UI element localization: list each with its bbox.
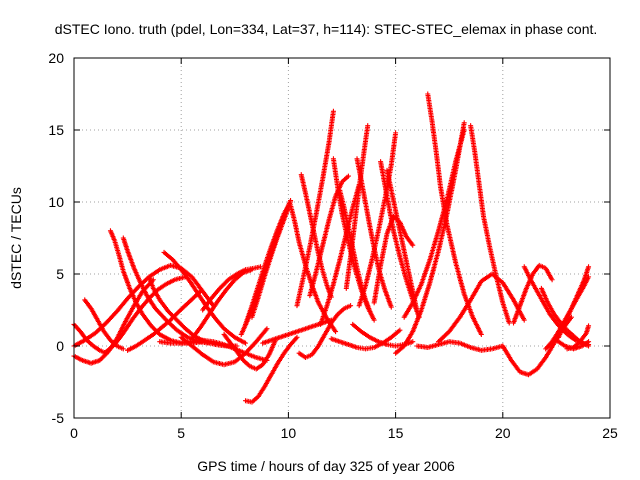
arc-series-20	[260, 317, 334, 346]
data-point-trail	[249, 206, 291, 319]
data-point-trail	[179, 327, 269, 367]
arc-series-11	[178, 326, 270, 368]
x-tick-label: 10	[281, 425, 297, 441]
data-point-trail	[294, 110, 336, 307]
data-point-trail	[556, 265, 591, 339]
arc-series-47	[556, 264, 592, 340]
chart-title: dSTEC Iono. truth (pdel, Lon=334, Lat=37…	[55, 21, 598, 37]
y-tick-labels: -5 0 5 10 15 20	[48, 50, 64, 426]
arc-series-0	[71, 321, 109, 356]
arc-series-19	[288, 202, 339, 335]
x-tick-label: 25	[602, 425, 618, 441]
x-tick-label: 0	[70, 425, 78, 441]
plot-frame	[73, 57, 611, 419]
arc-series-35	[371, 213, 416, 306]
arc-series-21	[296, 303, 354, 361]
arc-series-7	[125, 288, 203, 353]
x-tick-labels: 0 5 10 15 20 25	[70, 425, 618, 441]
y-tick-label: 5	[56, 266, 64, 282]
arc-series-18	[249, 205, 291, 320]
arc-series-13	[200, 264, 264, 313]
arc-series-38	[401, 127, 467, 320]
data-points	[71, 91, 592, 405]
x-tick-label: 15	[388, 425, 404, 441]
arc-series-12	[189, 267, 255, 342]
y-tick-label: -5	[52, 410, 65, 426]
arc-series-23	[294, 108, 336, 309]
arc-series-3	[82, 297, 126, 352]
x-axis-label: GPS time / hours of day 325 of year 2006	[197, 458, 455, 474]
data-point-trail	[244, 336, 299, 405]
y-tick-label: 10	[48, 194, 64, 210]
data-point-trail	[416, 339, 504, 353]
x-tick-label: 5	[177, 425, 185, 441]
y-tick-label: 0	[56, 338, 64, 354]
x-tick-label: 20	[495, 425, 511, 441]
arc-series-31	[350, 321, 416, 349]
data-point-trail	[297, 303, 352, 360]
y-axis-label: dSTEC / TECUs	[8, 187, 24, 289]
y-tick-label: 20	[48, 50, 64, 66]
y-tick-label: 15	[48, 122, 64, 138]
data-point-trail	[104, 274, 187, 354]
axis-ticks	[73, 57, 611, 419]
data-point-trail	[72, 263, 215, 348]
data-point-trail	[126, 289, 202, 353]
data-point-trail	[261, 318, 333, 346]
arc-series-41	[435, 271, 527, 345]
data-point-trail	[222, 333, 278, 371]
data-point-trail	[402, 129, 467, 319]
arc-series-49	[564, 323, 592, 352]
data-point-trail	[201, 264, 262, 312]
data-point-trail	[566, 324, 591, 351]
data-point-trail	[371, 215, 415, 304]
arc-series-30	[328, 327, 403, 352]
data-point-trail	[437, 272, 526, 344]
arc-series-15	[243, 334, 300, 405]
